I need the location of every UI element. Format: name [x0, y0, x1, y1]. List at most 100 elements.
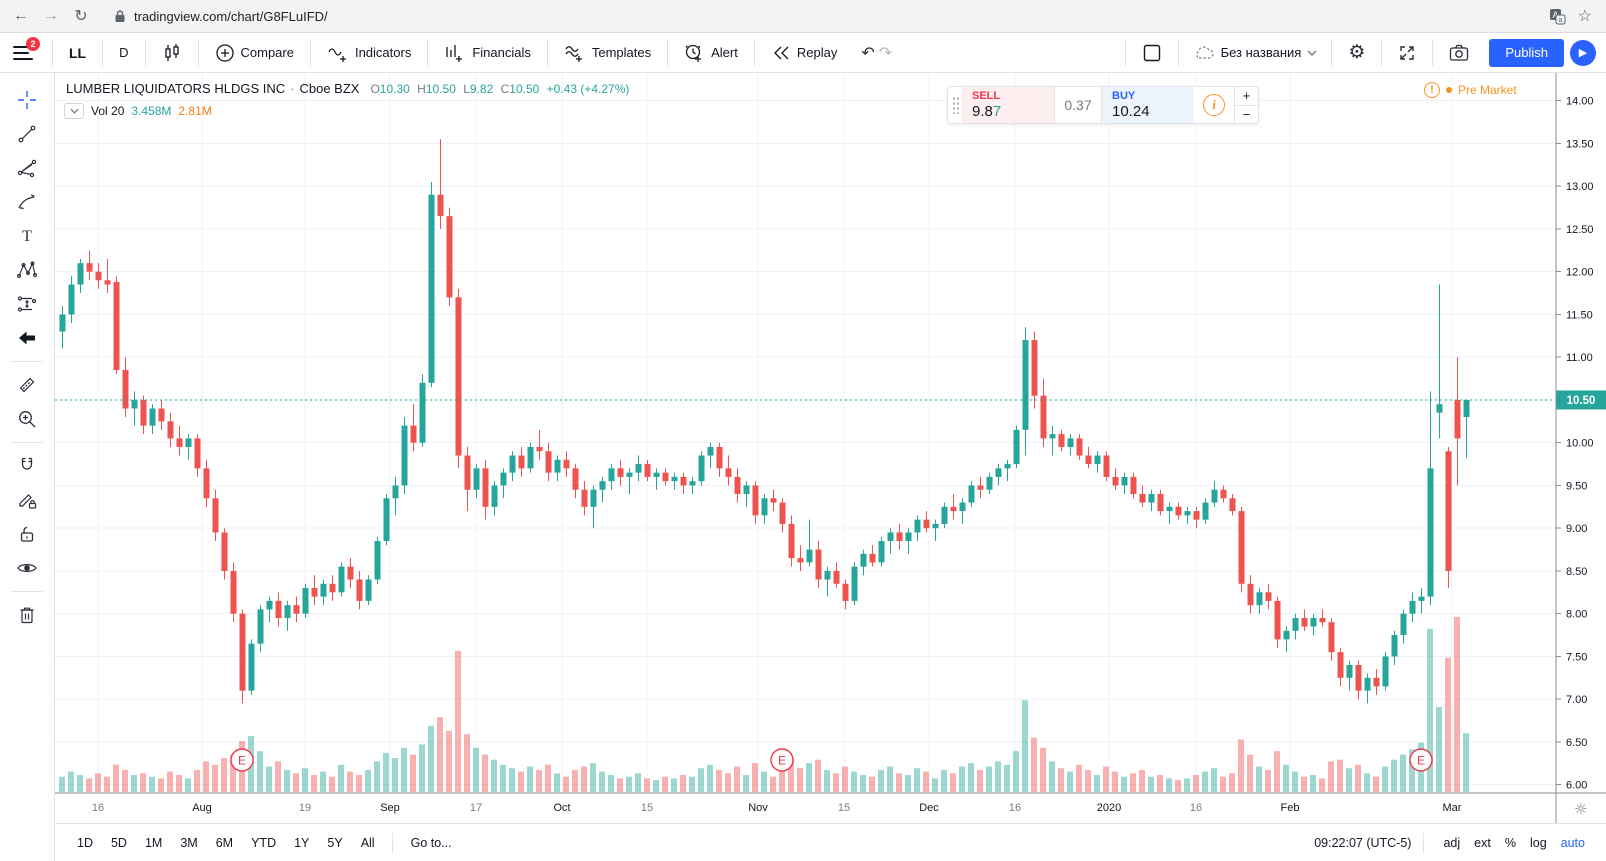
compare-button[interactable]: Compare: [205, 33, 304, 73]
chart-legend[interactable]: LUMBER LIQUIDATORS HLDGS INC · Cboe BZX …: [66, 81, 630, 96]
main-menu-button[interactable]: 2: [0, 33, 46, 73]
svg-text:11.50: 11.50: [1566, 309, 1593, 321]
layout-name-label: Без названия: [1220, 45, 1302, 60]
pattern-icon: [17, 261, 37, 278]
quantity-increase-button[interactable]: +: [1235, 87, 1258, 106]
svg-text:10.00: 10.00: [1566, 438, 1594, 450]
separator: [11, 591, 43, 592]
tool-hide-drawings[interactable]: [8, 551, 46, 585]
symbol-button[interactable]: LL: [69, 44, 87, 61]
browser-back-icon[interactable]: ←: [13, 7, 29, 24]
log-scale-toggle[interactable]: log: [1529, 835, 1547, 850]
buy-button[interactable]: BUY 10.24: [1102, 87, 1194, 123]
chart-type-button[interactable]: [152, 33, 192, 73]
auto-scale-toggle[interactable]: auto: [1560, 835, 1585, 850]
address-bar[interactable]: tradingview.com/chart/G8FLuIFD/: [114, 9, 1549, 24]
projection-icon: [17, 296, 37, 312]
tool-magnet[interactable]: [8, 449, 46, 483]
order-info-button[interactable]: i: [1194, 87, 1234, 123]
tool-drawing-mode[interactable]: [8, 483, 46, 517]
separator: [1124, 39, 1126, 66]
tool-projection[interactable]: [8, 287, 46, 321]
market-status[interactable]: ! Pre Market: [1424, 82, 1517, 98]
interval-button[interactable]: D: [119, 45, 129, 60]
tool-measure[interactable]: [8, 368, 46, 402]
tool-remove-drawings[interactable]: [8, 598, 46, 632]
alert-button[interactable]: Alert: [674, 33, 748, 73]
settings-button[interactable]: ⚙: [1338, 33, 1375, 73]
text-icon: T: [22, 228, 32, 245]
separator: [102, 39, 104, 66]
svg-text:17: 17: [470, 802, 482, 814]
tool-arrow-marker[interactable]: [8, 321, 46, 355]
clock-timezone[interactable]: 09:22:07 (UTC-5): [1314, 835, 1412, 850]
separator: [546, 39, 548, 66]
range-3m[interactable]: 3M: [180, 835, 198, 850]
publish-button[interactable]: Publish: [1489, 38, 1564, 67]
sell-price: 9.87: [972, 103, 1002, 120]
fullscreen-button[interactable]: [1388, 33, 1426, 73]
redo-icon[interactable]: ↷: [878, 44, 893, 62]
volume-legend[interactable]: Vol 20 3.458M 2.81M: [64, 103, 212, 119]
range-5y[interactable]: 5Y: [327, 835, 343, 850]
tool-lock-drawings[interactable]: [8, 517, 46, 551]
undo-icon[interactable]: ↶: [861, 44, 875, 62]
range-ytd[interactable]: YTD: [251, 835, 277, 850]
adjust-dividends-toggle[interactable]: adj: [1443, 835, 1461, 850]
separator: [52, 39, 53, 66]
templates-button[interactable]: Templates: [554, 33, 661, 73]
sell-button[interactable]: SELL 9.87: [962, 87, 1054, 123]
svg-text:11.00: 11.00: [1566, 352, 1593, 364]
publish-play-button[interactable]: ▶: [1570, 39, 1596, 66]
range-6m[interactable]: 6M: [215, 835, 234, 850]
gear-icon: ⚙: [1348, 42, 1366, 63]
change-value: +0.43 (+4.27%): [546, 82, 630, 96]
high-value: 10.50: [425, 82, 456, 96]
svg-text:16: 16: [92, 802, 104, 814]
snapshot-button[interactable]: [1439, 33, 1479, 73]
bookmark-star-icon[interactable]: ☆: [1577, 8, 1592, 25]
indicators-button[interactable]: Indicators: [317, 33, 421, 73]
percent-scale-toggle[interactable]: %: [1504, 835, 1516, 850]
svg-text:Feb: Feb: [1281, 802, 1300, 814]
range-1d[interactable]: 1D: [77, 835, 93, 850]
separator: [1432, 39, 1434, 66]
trash-icon: [20, 607, 34, 624]
tool-text[interactable]: T: [8, 219, 46, 253]
separator: [1331, 39, 1333, 66]
arrow-left-icon: [19, 331, 35, 345]
range-1y[interactable]: 1Y: [294, 835, 310, 850]
range-5d[interactable]: 5D: [110, 835, 127, 850]
layout-name-button[interactable]: Без названия: [1185, 45, 1326, 61]
browser-reload-icon[interactable]: ↻: [74, 8, 88, 25]
tool-gann-fib[interactable]: [8, 151, 46, 185]
tool-xabcd-pattern[interactable]: [8, 253, 46, 287]
tool-trend-line[interactable]: [8, 117, 46, 151]
translate-icon[interactable]: Aa: [1549, 8, 1566, 25]
range-1m[interactable]: 1M: [144, 835, 163, 850]
browser-forward-icon[interactable]: →: [43, 7, 59, 24]
layout-select-button[interactable]: [1132, 33, 1172, 73]
svg-text:2020: 2020: [1097, 802, 1121, 814]
tool-zoom-in[interactable]: [8, 402, 46, 436]
svg-text:12.00: 12.00: [1566, 267, 1594, 279]
price-chart[interactable]: 14.00 13.50 13.00 12.50 12.00 11.50 11.00 10.50…: [55, 73, 1606, 823]
quantity-decrease-button[interactable]: −: [1242, 106, 1251, 122]
go-to-date-button[interactable]: Go to...: [410, 835, 452, 850]
pencil-lock-icon: [19, 494, 37, 509]
extended-hours-toggle[interactable]: ext: [1474, 835, 1491, 850]
range-all[interactable]: All: [360, 835, 375, 850]
svg-text:E: E: [238, 754, 246, 768]
replay-button[interactable]: Replay: [761, 33, 847, 73]
tool-crosshair[interactable]: [8, 83, 46, 117]
zoom-in-icon: [19, 411, 36, 428]
magnet-icon: [21, 457, 33, 470]
financials-button[interactable]: Financials: [434, 33, 541, 73]
svg-text:7.00: 7.00: [1566, 694, 1587, 706]
drag-handle[interactable]: [948, 87, 962, 123]
chevron-down-icon: [69, 108, 79, 114]
legend-collapse-button[interactable]: [64, 103, 84, 119]
tool-brush[interactable]: [8, 185, 46, 219]
warning-icon: !: [1424, 82, 1440, 98]
